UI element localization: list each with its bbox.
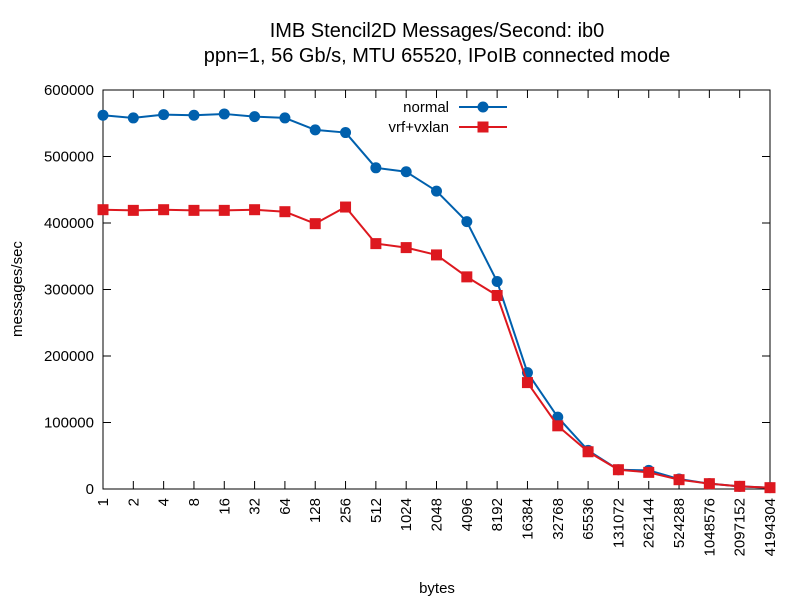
- data-point-vrf+vxlan: [491, 289, 503, 301]
- series-line-normal: [102, 112, 771, 489]
- data-point-vrf+vxlan: [400, 242, 412, 254]
- y-tick-label: 300000: [44, 282, 94, 299]
- y-tick-label: 0: [86, 481, 94, 498]
- y-tick-label: 500000: [44, 149, 94, 166]
- plot-area: 0 100000 200000 300000 400000 500000 600000 1 2 4…: [44, 82, 779, 556]
- data-point-normal: [188, 109, 200, 121]
- x-tick-label: 128: [307, 498, 324, 523]
- data-point-normal: [249, 111, 261, 123]
- data-point-vrf+vxlan: [249, 204, 261, 216]
- x-tick-label: 8: [186, 498, 203, 506]
- x-tick-label: 2: [125, 498, 142, 506]
- data-point-vrf+vxlan: [643, 466, 655, 478]
- plot-frame: [102, 89, 771, 490]
- x-tick-label: 4096: [459, 498, 476, 531]
- legend-label-vrf+vxlan: vrf+vxlan: [389, 119, 449, 136]
- x-tick-label: 262144: [641, 498, 658, 548]
- y-tick-label: 400000: [44, 215, 94, 232]
- data-point-normal: [370, 162, 382, 174]
- data-point-vrf+vxlan: [309, 218, 321, 230]
- legend-label-normal: normal: [403, 99, 449, 116]
- x-tick-label: 131072: [610, 498, 627, 548]
- data-point-vrf+vxlan: [612, 464, 624, 476]
- series-line-vrf+vxlan: [102, 206, 771, 489]
- data-point-vrf+vxlan: [552, 420, 564, 432]
- data-point-normal: [218, 108, 230, 120]
- x-tick-label: 524288: [671, 498, 688, 548]
- x-tick-label: 1: [95, 498, 112, 506]
- data-point-normal: [279, 112, 291, 124]
- x-axis-label: bytes: [419, 580, 455, 597]
- y-tick-label: 600000: [44, 82, 94, 99]
- x-tick-label: 1048576: [701, 498, 718, 556]
- x-tick-label: 4: [156, 498, 173, 506]
- data-point-normal: [552, 411, 564, 423]
- data-point-normal: [491, 276, 503, 288]
- y-tick-label: 100000: [44, 415, 94, 432]
- x-tick-label: 2097152: [732, 498, 749, 556]
- x-tick-label: 512: [368, 498, 385, 523]
- legend-marker-vrf+vxlan: [477, 121, 489, 133]
- x-tick-label: 16384: [519, 498, 536, 540]
- x-tick-label: 32: [247, 498, 264, 515]
- data-point-vrf+vxlan: [158, 204, 170, 216]
- chart-title-line-1: IMB Stencil2D Messages/Second: ib0: [270, 20, 605, 42]
- x-tick-label: 2048: [429, 498, 446, 531]
- data-point-vrf+vxlan: [734, 480, 746, 492]
- data-point-normal: [158, 109, 170, 121]
- data-point-vrf+vxlan: [127, 204, 139, 216]
- data-point-vrf+vxlan: [370, 238, 382, 250]
- x-tick-label: 16: [216, 498, 233, 515]
- data-point-normal: [309, 124, 321, 136]
- data-point-vrf+vxlan: [188, 204, 200, 216]
- x-tick-label: 1024: [398, 498, 415, 531]
- data-point-vrf+vxlan: [703, 478, 715, 490]
- x-tick-label: 4194304: [762, 498, 779, 556]
- data-point-vrf+vxlan: [764, 482, 776, 494]
- data-point-vrf+vxlan: [582, 446, 594, 458]
- data-point-vrf+vxlan: [521, 377, 533, 389]
- data-point-normal: [340, 127, 352, 139]
- data-point-vrf+vxlan: [461, 271, 473, 283]
- data-point-normal: [127, 112, 139, 124]
- data-point-vrf+vxlan: [431, 249, 442, 261]
- data-point-vrf+vxlan: [340, 201, 352, 213]
- data-point-normal: [431, 185, 442, 197]
- x-tick-label: 256: [338, 498, 355, 523]
- data-point-vrf+vxlan: [218, 204, 230, 216]
- y-axis-label: messages/sec: [9, 241, 26, 337]
- data-point-normal: [461, 216, 473, 228]
- data-point-vrf+vxlan: [97, 204, 109, 216]
- data-point-normal: [97, 109, 109, 121]
- data-point-vrf+vxlan: [673, 474, 685, 486]
- x-tick-label: 32768: [550, 498, 567, 540]
- data-point-normal: [400, 166, 412, 178]
- x-tick-label: 64: [277, 498, 294, 515]
- chart-title-line-2: ppn=1, 56 Gb/s, MTU 65520, IPoIB connect…: [204, 45, 670, 67]
- x-tick-label: 8192: [489, 498, 506, 531]
- data-point-vrf+vxlan: [279, 206, 291, 218]
- legend-marker-normal: [477, 101, 489, 113]
- y-tick-label: 200000: [44, 348, 94, 365]
- x-tick-label: 65536: [580, 498, 597, 540]
